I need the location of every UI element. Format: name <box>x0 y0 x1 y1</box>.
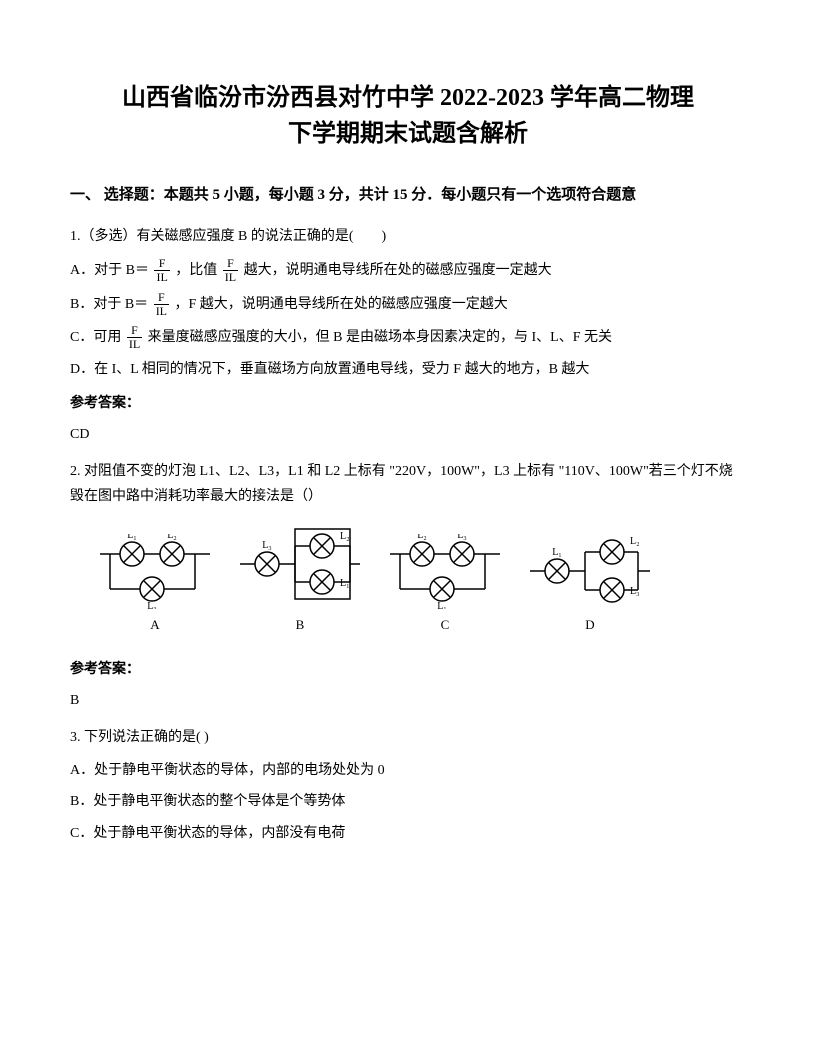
circuit-c-icon: L₂ L₃ L₁ <box>390 534 500 609</box>
q1-optA-mid: ，比值 <box>175 263 217 278</box>
circuit-b-icon: L₃ L₂ L₁ <box>240 524 360 609</box>
page-title: 山西省临汾市汾西县对竹中学 2022-2023 学年高二物理 下学期期末试题含解… <box>70 80 746 152</box>
svg-text:L₁: L₁ <box>340 578 350 589</box>
svg-text:L₂: L₂ <box>340 531 350 542</box>
fraction-icon: F IL <box>127 324 142 351</box>
circuit-d: L₁ L₂ L₃ D <box>530 534 650 636</box>
svg-text:L₁: L₁ <box>552 547 562 558</box>
title-line-2: 下学期期末试题含解析 <box>288 121 528 147</box>
circuit-b-label: B <box>296 613 305 636</box>
q1-answer: CD <box>70 422 746 447</box>
svg-text:L₃: L₃ <box>262 540 272 551</box>
q1-text: 1.（多选）有关磁感应强度 B 的说法正确的是( ) <box>70 224 746 249</box>
svg-text:L₂: L₂ <box>167 534 177 541</box>
question-3: 3. 下列说法正确的是( ) <box>70 725 746 750</box>
q1-optA-suffix: 越大，说明通电导线所在处的磁感应强度一定越大 <box>244 263 552 278</box>
circuit-b: L₃ L₂ L₁ B <box>240 524 360 636</box>
circuit-diagrams: L₁ L₂ L₃ A L₃ L₂ L₁ B <box>100 524 746 636</box>
svg-text:L₁: L₁ <box>437 601 447 609</box>
fraction-icon: F IL <box>154 291 169 318</box>
fraction-icon: F IL <box>223 257 238 284</box>
svg-text:L₃: L₃ <box>630 586 640 597</box>
circuit-d-icon: L₁ L₂ L₃ <box>530 534 650 609</box>
circuit-a-icon: L₁ L₂ L₃ <box>100 534 210 609</box>
svg-text:L₁: L₁ <box>127 534 137 541</box>
question-2: 2. 对阻值不变的灯泡 L1、L2、L3，L1 和 L2 上标有 "220V，1… <box>70 459 746 509</box>
svg-text:L₂: L₂ <box>417 534 427 541</box>
q3-option-b: B．处于静电平衡状态的整个导体是个等势体 <box>70 789 746 814</box>
q1-optC-suffix: 来量度磁感应强度的大小，但 B 是由磁场本身因素决定的，与 I、L、F 无关 <box>148 330 612 345</box>
circuit-a-label: A <box>150 613 159 636</box>
q3-option-c: C．处于静电平衡状态的导体，内部没有电荷 <box>70 821 746 846</box>
q1-option-d: D．在 I、L 相同的情况下，垂直磁场方向放置通电导线，受力 F 越大的地方，B… <box>70 357 746 382</box>
q2-answer-label: 参考答案： <box>70 657 746 682</box>
q1-optA-prefix: A．对于 B＝ <box>70 263 149 278</box>
q1-answer-label: 参考答案： <box>70 391 746 416</box>
q3-option-a: A．处于静电平衡状态的导体，内部的电场处处为 0 <box>70 758 746 783</box>
q1-option-b: B．对于 B＝ F IL ，F 越大，说明通电导线所在处的磁感应强度一定越大 <box>70 291 746 318</box>
circuit-d-label: D <box>585 613 594 636</box>
circuit-c: L₂ L₃ L₁ C <box>390 534 500 636</box>
fraction-icon: F IL <box>154 257 169 284</box>
question-1: 1.（多选）有关磁感应强度 B 的说法正确的是( ) <box>70 224 746 249</box>
q2-answer: B <box>70 688 746 713</box>
circuit-c-label: C <box>441 613 450 636</box>
q1-option-a: A．对于 B＝ F IL ，比值 F IL 越大，说明通电导线所在处的磁感应强度… <box>70 257 746 284</box>
q1-option-c: C．可用 F IL 来量度磁感应强度的大小，但 B 是由磁场本身因素决定的，与 … <box>70 324 746 351</box>
q1-optC-prefix: C．可用 <box>70 330 121 345</box>
svg-text:L₃: L₃ <box>147 601 157 609</box>
q1-optB-suffix: ，F 越大，说明通电导线所在处的磁感应强度一定越大 <box>175 296 508 311</box>
q1-optB-prefix: B．对于 B＝ <box>70 296 148 311</box>
svg-text:L₂: L₂ <box>630 536 640 547</box>
svg-text:L₃: L₃ <box>457 534 467 541</box>
section-1-header: 一、 选择题：本题共 5 小题，每小题 3 分，共计 15 分．每小题只有一个选… <box>70 182 746 209</box>
title-line-1: 山西省临汾市汾西县对竹中学 2022-2023 学年高二物理 <box>122 85 694 111</box>
circuit-a: L₁ L₂ L₃ A <box>100 534 210 636</box>
